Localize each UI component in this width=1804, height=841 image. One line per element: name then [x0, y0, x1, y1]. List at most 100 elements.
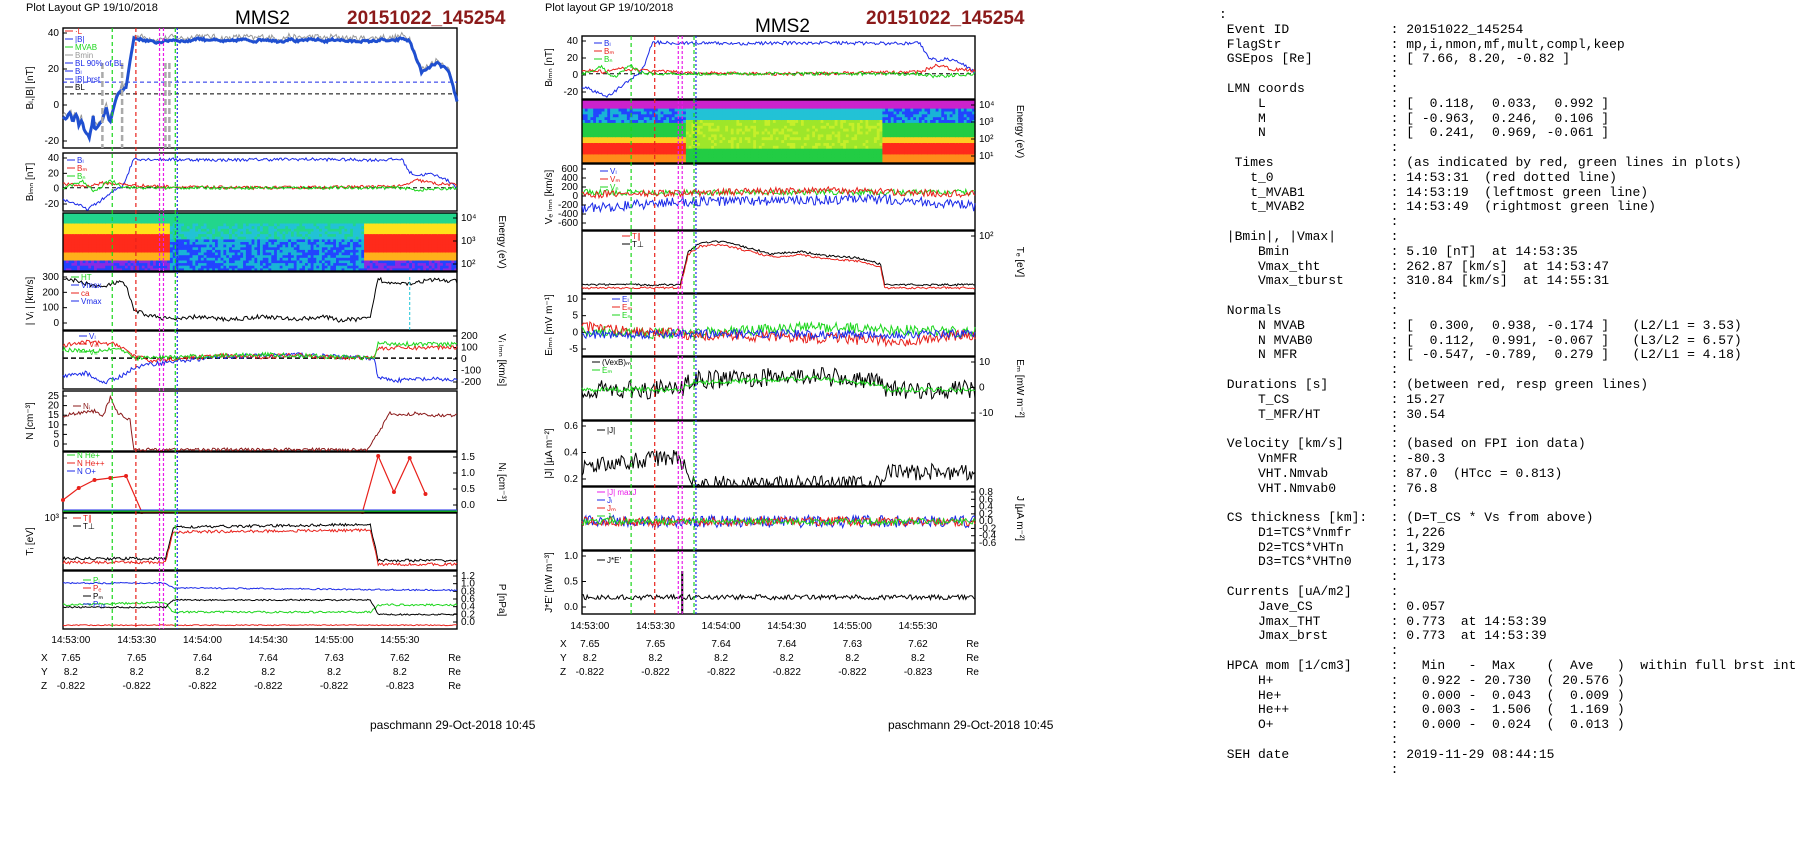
- left-ion-spectrogram-cell: [454, 249, 458, 254]
- left-ion-spectrogram-cell: [431, 249, 436, 254]
- left-bl-panel-tick-label: 20: [48, 64, 60, 75]
- left-ion-spectrogram-cell: [85, 255, 89, 259]
- left-ion-spectrogram-cell: [184, 220, 188, 225]
- right-electron-spectrogram-cell: [739, 140, 743, 144]
- left-bl-legend-label: |B|: [75, 35, 85, 44]
- right-electron-spectrogram-cell: [699, 131, 704, 135]
- right-electron-spectrogram-cell: [736, 128, 740, 133]
- right-electron-spectrogram-cell: [775, 143, 780, 147]
- right-electron-spectrogram-cell: [669, 125, 673, 130]
- left-ion-spectrogram-cell: [82, 234, 87, 238]
- left-ion-spectrogram-cell: [369, 242, 374, 246]
- right-electron-spectrogram-cell: [638, 145, 642, 150]
- left-ion-spectrogram-cell: [251, 239, 255, 243]
- right-electron-spectrogram-cell: [722, 125, 726, 130]
- left-ion-spectrogram-cell: [150, 239, 154, 243]
- left-ion-spectrogram-cell: [344, 228, 348, 232]
- left-ion-spectrogram-cell: [352, 236, 357, 240]
- left-ion-spectrogram-cell: [333, 260, 337, 264]
- left-ion-spectrogram-cell: [321, 215, 326, 219]
- right-electron-spectrogram-cell: [719, 122, 723, 127]
- left-ion-spectrogram-cell: [288, 234, 292, 238]
- right-electron-spectrogram-cell: [750, 128, 754, 133]
- right-electron-spectrogram-cell: [683, 120, 687, 124]
- left-ion-spectrogram-cell: [437, 236, 441, 240]
- right-electron-spectrogram-cell: [618, 117, 622, 121]
- left-ion-spectrogram-cell: [338, 213, 343, 217]
- right-electron-spectrogram-cell: [792, 120, 796, 124]
- left-ion-spectrogram-cell: [119, 252, 123, 256]
- left-ion-spectrogram-cell: [175, 265, 179, 269]
- left-ion-spectrogram-cell: [181, 255, 185, 259]
- left-ion-spectrogram-cell: [245, 228, 250, 232]
- left-ion-spectrogram-cell: [440, 213, 444, 217]
- right-electron-spectrogram-cell: [610, 140, 614, 144]
- left-pos-value: 8.2: [64, 667, 78, 678]
- right-electron-spectrogram-cell: [666, 137, 670, 141]
- left-ion-spectrogram-cell: [369, 257, 374, 261]
- left-ion-spectrogram-cell: [91, 223, 95, 227]
- left-ion-spectrogram-cell: [96, 236, 101, 240]
- left-ion-spectrogram-cell: [105, 226, 109, 230]
- left-ion-spectrogram-cell: [223, 218, 227, 222]
- left-ion-spectrogram-cell: [130, 242, 134, 246]
- left-ion-spectrogram-cell: [333, 247, 337, 251]
- left-ion-spectrogram-cell: [336, 255, 340, 259]
- right-electron-spectrogram-cell: [685, 114, 690, 118]
- left-ion-spectrogram-cell: [386, 223, 390, 227]
- left-ion-spectrogram-cell: [381, 226, 385, 230]
- left-ion-spectrogram-cell: [88, 268, 92, 272]
- right-electron-spectrogram-cell: [778, 102, 782, 107]
- right-electron-spectrogram-cell: [719, 160, 723, 164]
- left-ion-spectrogram-cell: [209, 260, 213, 264]
- left-ion-spectrogram-cell: [431, 263, 436, 267]
- left-ion-spectrogram-cell: [333, 265, 337, 269]
- left-ion-spectrogram-cell: [434, 223, 438, 227]
- left-ion-spectrogram-cell: [212, 213, 216, 217]
- right-electron-spectrogram-cell: [610, 114, 614, 118]
- right-electron-spectrogram-cell: [713, 131, 718, 135]
- right-electron-spectrogram-cell: [677, 148, 681, 153]
- right-electron-spectrogram-cell: [643, 154, 648, 158]
- left-ion-spectrogram-cell: [355, 239, 360, 243]
- left-ion-spectrogram-cell: [364, 236, 368, 240]
- right-electron-spectrogram-cell: [716, 145, 721, 150]
- left-ion-spectrogram-cell: [412, 213, 416, 217]
- left-ti-perp-series: [62, 522, 458, 563]
- left-ion-spectrogram-cell: [375, 239, 379, 243]
- left-ion-spectrogram-cell: [251, 215, 255, 219]
- left-ion-spectrogram-cell: [237, 215, 241, 219]
- right-electron-spectrogram-cell: [677, 140, 681, 144]
- right-electron-spectrogram-cell: [705, 143, 709, 147]
- left-ion-spectrogram-cell: [406, 239, 410, 243]
- right-electron-spectrogram-cell: [747, 145, 751, 150]
- left-ion-spectrogram-cell: [71, 226, 75, 230]
- right-electron-spectrogram-cell: [699, 100, 704, 104]
- left-ion-spectrogram-cell: [141, 218, 146, 222]
- left-ion-spectrogram-cell: [254, 218, 258, 222]
- right-blmn-series: [581, 64, 976, 79]
- left-ion-spectrogram-cell: [262, 213, 267, 217]
- left-ion-spectrogram-cell: [454, 226, 458, 230]
- left-ion-spectrogram-cell: [262, 223, 267, 227]
- left-blmn-panel-tick-label: 0: [53, 184, 59, 195]
- left-ion-spectrogram-cell: [364, 220, 368, 225]
- right-electron-spectrogram-cell: [663, 134, 667, 138]
- right-electron-spectrogram-cell: [733, 157, 737, 161]
- right-electron-spectrogram-cell: [601, 114, 605, 118]
- left-ion-spectrogram-cell: [451, 220, 455, 225]
- left-ion-spectrogram-cell: [389, 260, 393, 264]
- left-ion-spectrogram-cell: [122, 252, 126, 256]
- left-ion-spectrogram-cell: [445, 268, 450, 272]
- right-electron-spectrogram-cell: [742, 111, 746, 115]
- left-ion-spectrogram-cell: [265, 265, 269, 269]
- left-ion-spectrogram-cell: [220, 239, 224, 243]
- left-ion-spectrogram-cell: [319, 215, 323, 219]
- right-electron-spectrogram-cell: [742, 137, 746, 141]
- left-ion-spectrogram-cell: [257, 215, 261, 219]
- left-ion-spectrogram-cell: [206, 239, 210, 243]
- right-electron-spectrogram-cell: [781, 122, 785, 127]
- left-ion-spectrogram-cell: [310, 223, 315, 227]
- right-electron-spectrogram-cell: [649, 114, 653, 118]
- left-ion-spectrogram-cell: [313, 234, 317, 238]
